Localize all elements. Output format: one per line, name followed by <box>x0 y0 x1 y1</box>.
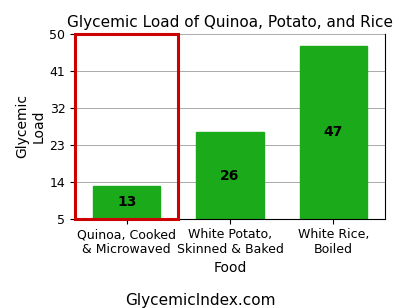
Y-axis label: Glycemic
Load: Glycemic Load <box>15 94 45 158</box>
X-axis label: Food: Food <box>213 261 247 274</box>
Bar <box>93 186 160 219</box>
Text: 26: 26 <box>220 168 240 183</box>
Bar <box>300 46 367 219</box>
Text: GlycemicIndex.com: GlycemicIndex.com <box>125 293 275 308</box>
Bar <box>196 132 264 219</box>
Text: 13: 13 <box>117 195 136 209</box>
Text: 47: 47 <box>324 125 343 140</box>
Bar <box>75 34 178 219</box>
Title: Glycemic Load of Quinoa, Potato, and Rice: Glycemic Load of Quinoa, Potato, and Ric… <box>67 15 393 30</box>
